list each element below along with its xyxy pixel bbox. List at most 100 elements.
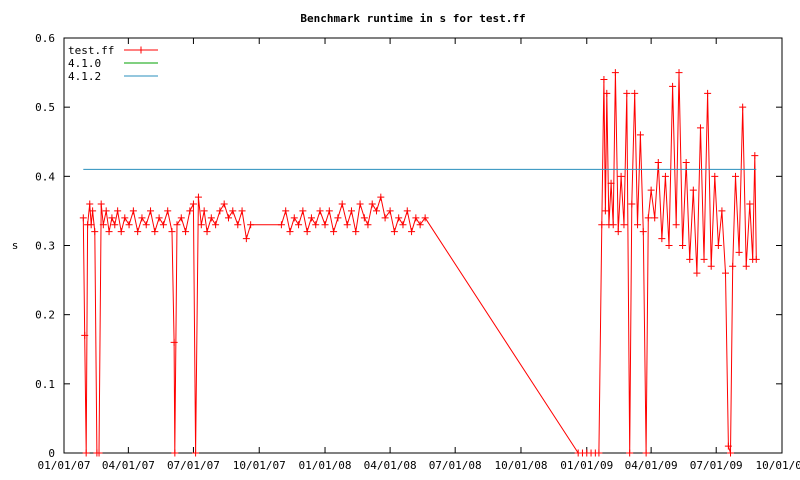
data-point-marker: [381, 214, 389, 222]
data-point-marker: [325, 207, 333, 215]
data-point-marker: [147, 207, 155, 215]
data-point-marker: [614, 228, 622, 236]
data-point-marker: [412, 214, 420, 222]
data-point-marker: [600, 76, 608, 83]
data-point-marker: [303, 228, 311, 236]
data-point-marker: [609, 221, 617, 229]
y-axis-label: s: [12, 239, 19, 252]
x-tick-label: 10/01/09: [756, 459, 800, 472]
data-point-marker: [718, 207, 726, 215]
data-point-marker: [347, 207, 355, 215]
data-point-marker: [623, 89, 631, 97]
data-point-marker: [714, 242, 722, 249]
data-point-marker: [299, 207, 307, 215]
y-tick-label: 0.2: [35, 309, 55, 322]
legend-label: test.ff: [68, 44, 114, 57]
data-point-marker: [282, 207, 290, 215]
data-point-marker: [182, 228, 190, 236]
data-point-marker: [111, 221, 119, 229]
data-point-marker: [661, 172, 669, 180]
data-point-marker: [82, 449, 90, 457]
data-point-marker: [607, 179, 615, 187]
data-point-marker: [356, 200, 364, 208]
data-point-marker: [735, 248, 743, 256]
data-point-marker: [200, 207, 208, 215]
data-point-marker: [212, 221, 220, 229]
data-point-marker: [97, 200, 105, 208]
data-point-marker: [286, 228, 294, 236]
x-tick-label: 04/01/08: [364, 459, 417, 472]
data-point-marker: [628, 200, 636, 208]
y-tick-label: 0.5: [35, 101, 55, 114]
data-point-marker: [312, 221, 320, 229]
data-point-marker: [321, 221, 329, 229]
series-line-test.ff: [82, 72, 757, 454]
data-point-marker: [601, 207, 609, 215]
x-tick-label: 10/01/07: [233, 459, 286, 472]
data-point-marker: [665, 242, 673, 249]
data-point-marker: [408, 228, 416, 236]
x-tick-label: 04/01/07: [102, 459, 155, 472]
data-point-marker: [700, 255, 708, 263]
legend-label: 4.1.0: [68, 57, 101, 70]
data-point-marker: [403, 207, 411, 215]
data-point-marker: [138, 214, 146, 222]
data-point-marker: [117, 228, 125, 236]
data-point-marker: [669, 82, 677, 90]
data-point-marker: [343, 221, 351, 229]
data-point-marker: [173, 221, 181, 229]
data-point-marker: [105, 228, 113, 236]
data-point-marker: [170, 338, 178, 346]
data-point-marker: [164, 207, 172, 215]
data-point-marker: [194, 193, 202, 201]
x-tick-label: 01/01/09: [560, 459, 613, 472]
data-point-marker: [155, 214, 163, 222]
data-point-marker: [229, 207, 237, 215]
data-point-marker: [99, 221, 107, 229]
data-point-marker: [644, 214, 652, 222]
data-point-marker: [675, 69, 683, 77]
data-point-marker: [704, 89, 712, 97]
data-point-marker: [727, 449, 735, 457]
data-point-marker: [338, 200, 346, 208]
data-point-marker: [634, 221, 642, 229]
data-point-marker: [739, 103, 747, 111]
data-point-marker: [603, 89, 611, 97]
data-point-marker: [102, 207, 110, 215]
data-point-marker: [295, 221, 303, 229]
data-point-marker: [307, 214, 315, 222]
data-point-marker: [177, 214, 185, 222]
data-point-marker: [171, 449, 179, 457]
data-point-marker: [722, 269, 730, 277]
x-tick-label: 07/01/07: [167, 459, 220, 472]
data-point-marker: [151, 228, 159, 236]
data-point-marker: [277, 221, 285, 229]
data-point-marker: [360, 214, 368, 222]
plot-frame: [63, 37, 783, 454]
data-point-marker: [399, 221, 407, 229]
x-tick-label: 04/01/09: [625, 459, 678, 472]
x-axis-ticks: 01/01/07 04/01/07 07/01/07 10/01/07 01/01/08…: [38, 38, 800, 472]
data-point-marker: [658, 235, 666, 243]
data-point-marker: [373, 207, 381, 215]
legend-label: 4.1.2: [68, 70, 101, 83]
data-point-marker: [290, 214, 298, 222]
data-point-marker: [395, 214, 403, 222]
data-point-marker: [752, 255, 760, 263]
data-point-marker: [352, 228, 360, 236]
data-point-marker: [129, 207, 137, 215]
data-point-marker: [121, 214, 129, 222]
data-point-marker: [242, 235, 250, 243]
data-point-marker: [108, 214, 116, 222]
x-tick-label: 07/01/08: [429, 459, 482, 472]
y-tick-label: 0.3: [35, 240, 55, 253]
data-point-marker: [95, 449, 103, 457]
data-point-marker: [732, 172, 740, 180]
data-point-marker: [216, 207, 224, 215]
data-point-marker: [631, 89, 639, 97]
data-point-marker: [636, 131, 644, 139]
data-point-marker: [421, 214, 429, 222]
data-point-marker: [672, 221, 680, 229]
data-point-marker: [651, 214, 659, 222]
